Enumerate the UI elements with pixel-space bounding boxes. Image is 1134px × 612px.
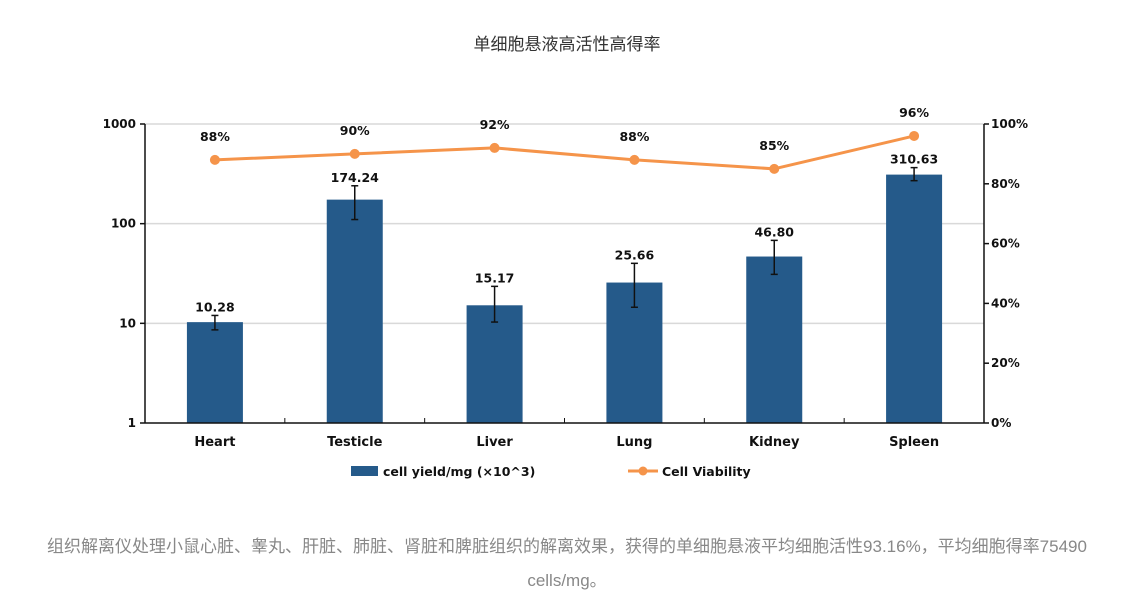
viability-line	[209, 130, 920, 174]
bar-value-label: 15.17	[475, 270, 515, 285]
x-tick-label-testicle: Testicle	[327, 435, 383, 450]
y-right-tick-label: 20%	[991, 356, 1020, 370]
y-right-tick-label: 100%	[991, 117, 1028, 131]
viability-value-label: 90%	[340, 123, 370, 138]
error-bars	[211, 166, 918, 331]
bar-value-label: 10.28	[195, 299, 235, 314]
data-labels: 10.28 174.24 15.17 25.66 46.80 310.63 88% 90% 92…	[195, 105, 938, 314]
bar-heart	[186, 322, 243, 423]
bar-value-label: 174.24	[331, 170, 380, 185]
x-tick-label-liver: Liver	[476, 435, 513, 450]
error-bar-lung	[630, 262, 638, 309]
y-left-tick-label: 1	[128, 416, 136, 430]
error-bar-spleen	[910, 166, 918, 182]
viability-point-liver	[489, 142, 500, 153]
bar-value-label: 310.63	[890, 152, 938, 167]
viability-value-label: 96%	[899, 105, 929, 120]
bar-value-label: 25.66	[615, 247, 655, 262]
viability-value-label: 85%	[759, 138, 789, 153]
viability-value-label: 88%	[619, 129, 649, 144]
y-left-tick-label: 10	[119, 316, 136, 330]
viability-point-testicle	[349, 148, 360, 159]
viability-point-lung	[629, 154, 640, 165]
x-tick-label-kidney: Kidney	[749, 435, 800, 450]
error-bar-testicle	[351, 185, 359, 221]
legend-item-cell-viability: Cell Viability	[628, 464, 751, 479]
figure-caption: 组织解离仪处理小鼠心脏、睾丸、肝脏、肺脏、肾脏和脾脏组织的解离效果，获得的单细胞…	[47, 537, 1087, 590]
viability-value-label: 92%	[480, 117, 510, 132]
x-tick-label-heart: Heart	[194, 435, 235, 450]
y-right-tick-label: 60%	[991, 237, 1020, 251]
bar-kidney	[746, 256, 803, 423]
error-bar-kidney	[770, 239, 778, 276]
legend-swatch-marker	[638, 466, 648, 476]
x-tick-label-spleen: Spleen	[889, 435, 939, 450]
y-left-tick-label: 1000	[103, 117, 136, 131]
error-bar-liver	[491, 285, 499, 323]
bar-liver	[466, 305, 523, 423]
axes: 1 10 100 1000 0% 20% 40% 60% 80% 100% Heart Testicl…	[103, 117, 1028, 450]
legend-item-cell-yield: cell yield/mg (×10^3)	[351, 464, 535, 479]
bars	[186, 174, 943, 423]
gridlines	[145, 123, 984, 325]
legend-label: cell yield/mg (×10^3)	[383, 464, 535, 479]
legend: cell yield/mg (×10^3) Cell Viability	[351, 464, 751, 479]
y-left-tick-label: 100	[111, 217, 136, 231]
viability-polyline	[214, 134, 915, 171]
chart-title: 单细胞悬液高活性高得率	[473, 35, 661, 55]
x-tick-label-lung: Lung	[616, 435, 652, 450]
bar-value-label: 46.80	[754, 224, 794, 239]
viability-point-kidney	[769, 163, 780, 174]
y-right-tick-label: 40%	[991, 296, 1020, 310]
viability-value-label: 88%	[200, 129, 230, 144]
legend-swatch-bar	[351, 466, 378, 476]
viability-point-spleen	[909, 130, 920, 141]
y-right-tick-label: 0%	[991, 416, 1011, 430]
y-right-tick-label: 80%	[991, 177, 1020, 191]
viability-point-heart	[209, 154, 220, 165]
bar-spleen	[886, 174, 943, 423]
error-bar-heart	[211, 314, 219, 331]
bar-testicle	[326, 199, 383, 423]
legend-label: Cell Viability	[662, 464, 751, 479]
